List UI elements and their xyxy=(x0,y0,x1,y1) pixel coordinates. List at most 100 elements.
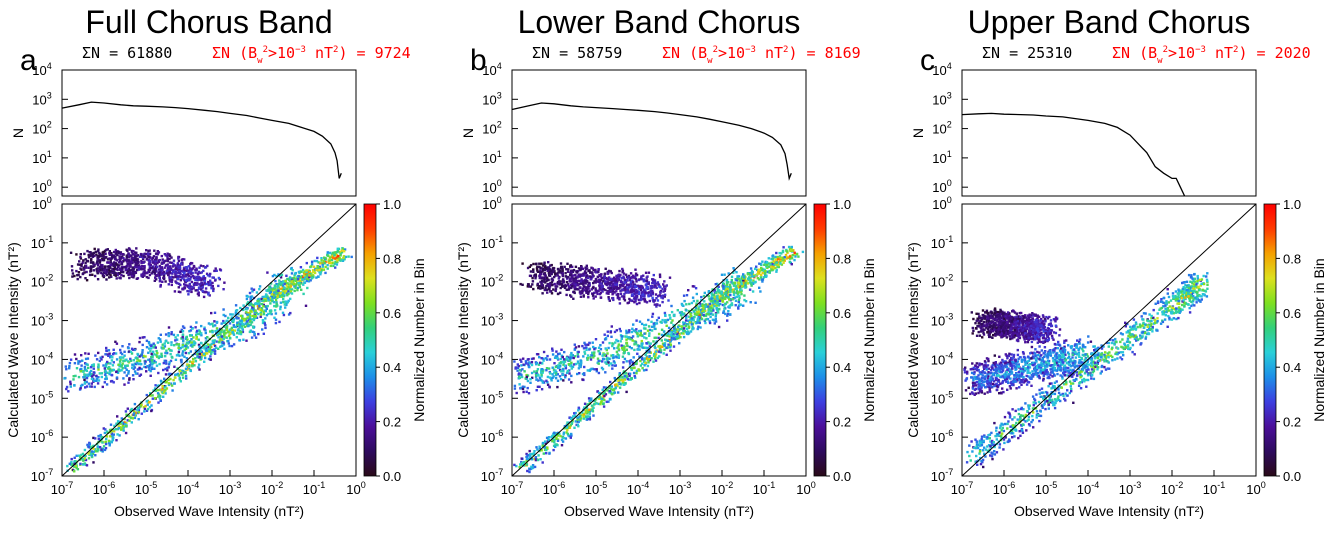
heatmap-cell xyxy=(165,381,167,383)
heatmap-cell xyxy=(587,357,589,359)
heatmap-cell xyxy=(150,356,152,358)
heatmap-cell xyxy=(546,355,548,357)
heatmap-cell xyxy=(109,266,111,268)
heatmap-cell xyxy=(534,466,536,468)
heatmap-cell xyxy=(144,408,146,410)
heatmap-cell xyxy=(591,409,593,411)
heatmap-cell xyxy=(604,371,606,373)
heatmap-cell xyxy=(104,432,106,434)
heatmap-cell xyxy=(126,254,128,256)
heatmap-cell xyxy=(107,368,109,370)
heatmap-cell xyxy=(614,331,616,333)
heatmap-cell xyxy=(629,373,631,375)
heatmap-cell xyxy=(141,351,143,353)
heatmap-cell xyxy=(588,409,590,411)
heatmap-cell xyxy=(235,326,237,328)
heatmap-cell xyxy=(601,360,603,362)
heatmap-cell xyxy=(710,309,712,311)
heatmap-cell xyxy=(89,274,91,276)
heatmap-cell xyxy=(186,267,188,269)
heatmap-cell xyxy=(743,294,745,296)
heatmap-cell xyxy=(563,358,565,360)
heatmap-cell xyxy=(105,347,107,349)
heatmap-cell xyxy=(613,356,615,358)
heatmap-cell xyxy=(172,276,174,278)
heatmap-cell xyxy=(709,322,711,324)
heatmap-cell xyxy=(246,320,248,322)
heatmap-cell xyxy=(141,413,143,415)
heatmap-cell xyxy=(102,364,104,366)
heatmap-cell xyxy=(152,398,154,400)
heatmap-cell xyxy=(249,296,251,298)
heatmap-cell xyxy=(523,370,525,372)
heatmap-cell xyxy=(758,287,760,289)
heatmap-cell xyxy=(183,356,185,358)
heatmap-cell xyxy=(196,355,198,357)
heatmap-cell xyxy=(93,269,95,271)
heatmap-cell xyxy=(712,300,714,302)
heatmap-cell xyxy=(169,261,171,263)
heatmap-cell xyxy=(167,267,169,269)
heatmap-cell xyxy=(551,348,553,350)
heatmap-cell xyxy=(168,382,170,384)
heatmap-cell xyxy=(670,331,672,333)
heatmap-cell xyxy=(92,255,94,257)
heatmap-cell xyxy=(134,417,136,419)
heatmap-cell xyxy=(715,283,717,285)
heatmap-cell xyxy=(333,254,335,256)
heatmap-cell xyxy=(198,364,200,366)
heatmap-cell xyxy=(84,462,86,464)
heatmap-cell xyxy=(551,373,553,375)
heatmap-cell xyxy=(209,273,211,275)
heatmap-cell xyxy=(611,325,613,327)
heatmap-cell xyxy=(648,351,650,353)
heatmap-cell xyxy=(537,283,539,285)
heatmap-cell xyxy=(146,400,148,402)
heatmap-cell xyxy=(203,296,205,298)
histogram-ytick-label: 100 xyxy=(482,178,501,195)
heatmap-cell xyxy=(203,361,205,363)
heatmap-cell xyxy=(157,274,159,276)
heatmap-cell xyxy=(610,336,612,338)
heatmap-cell xyxy=(764,270,766,272)
heatmap-cell xyxy=(294,273,296,275)
heatmap-cell xyxy=(100,449,102,451)
heatmap-cell xyxy=(664,321,666,323)
heatmap-cell xyxy=(103,251,105,253)
heatmap-cell xyxy=(221,335,223,337)
heatmap-cell xyxy=(617,380,619,382)
heatmap-cell xyxy=(569,426,571,428)
heatmap-cell xyxy=(212,290,214,292)
heatmap-cell xyxy=(258,288,260,290)
heatmap-cell xyxy=(80,269,82,271)
heatmap-cell xyxy=(84,366,86,368)
heatmap-cell xyxy=(149,260,151,262)
heatmap-cell xyxy=(640,364,642,366)
heatmap-cell xyxy=(193,265,195,267)
heatmap-cell xyxy=(235,304,237,306)
heatmap-cell xyxy=(163,362,165,364)
heatmap-cell xyxy=(245,311,247,313)
heatmap-cell xyxy=(315,269,317,271)
heatmap-cell xyxy=(210,358,212,360)
heatmap-cell xyxy=(129,358,131,360)
heatmap-cell xyxy=(185,279,187,281)
heatmap-cell xyxy=(578,345,580,347)
heatmap-cell xyxy=(96,255,98,257)
heatmap-cell xyxy=(265,310,267,312)
heatmap-cell xyxy=(131,408,133,410)
histogram-ylabel: N xyxy=(460,128,476,138)
heatmap-cell xyxy=(86,250,88,252)
heatmap-cell xyxy=(159,395,161,397)
heatmap-cell xyxy=(294,290,296,292)
heatmap-cell xyxy=(106,378,108,380)
heatmap-cell xyxy=(694,309,696,311)
heatmap-cell xyxy=(639,321,641,323)
heatmap-cell xyxy=(280,302,282,304)
heatmap-cell xyxy=(169,349,171,351)
heatmap-cell xyxy=(115,275,117,277)
heatmap-cell xyxy=(101,255,103,257)
heatmap-cell xyxy=(156,365,158,367)
heatmap-cell xyxy=(738,283,740,285)
